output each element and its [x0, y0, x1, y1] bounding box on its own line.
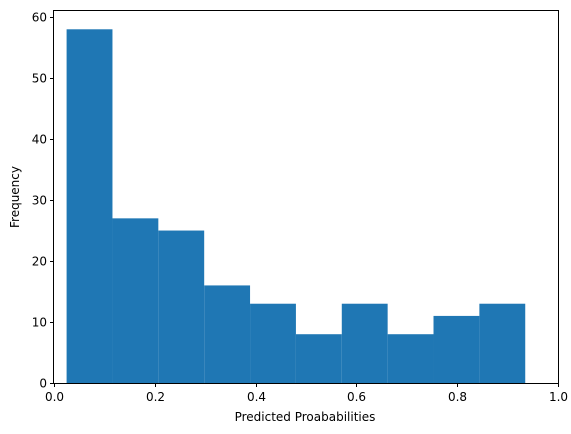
x-tick-label-3: 0.6	[347, 390, 366, 404]
histogram-bar-7	[341, 303, 388, 383]
histogram-bar-5	[250, 303, 296, 383]
x-tick-label-2: 0.4	[247, 390, 266, 404]
histogram-bar-10	[479, 303, 526, 383]
y-axis-label: Frequency	[8, 166, 22, 228]
x-axis-label: Predicted Proababilities	[235, 410, 376, 424]
histogram-bar-8	[387, 334, 434, 383]
x-tick-label-4: 0.8	[448, 390, 467, 404]
histogram-bar-6	[295, 334, 342, 383]
histogram-bar-3	[158, 230, 205, 383]
y-tick-label-3: 30	[32, 194, 47, 208]
y-tick-label-6: 60	[32, 11, 47, 25]
histogram-bar-9	[433, 315, 480, 383]
y-tick-label-2: 20	[32, 255, 47, 269]
x-tick-label-1: 0.2	[146, 390, 165, 404]
plot-area-frame	[53, 10, 559, 384]
x-tick-label-5: 1.0	[549, 390, 568, 404]
y-tick-label-5: 50	[32, 72, 47, 86]
y-tick-label-1: 10	[32, 316, 47, 330]
x-axis-ticks: 0.0 0.2 0.4 0.6 0.8 1.0	[45, 383, 568, 404]
histogram-bar-2	[112, 218, 159, 383]
y-tick-label-0: 0	[39, 377, 47, 391]
y-tick-label-4: 40	[32, 133, 47, 147]
x-tick-label-0: 0.0	[45, 390, 64, 404]
histogram-bars	[66, 29, 526, 384]
histogram-bar-1	[66, 29, 113, 384]
y-axis-ticks: 0 10 20 30 40 50 60	[32, 11, 54, 391]
histogram-bar-4	[204, 285, 251, 383]
